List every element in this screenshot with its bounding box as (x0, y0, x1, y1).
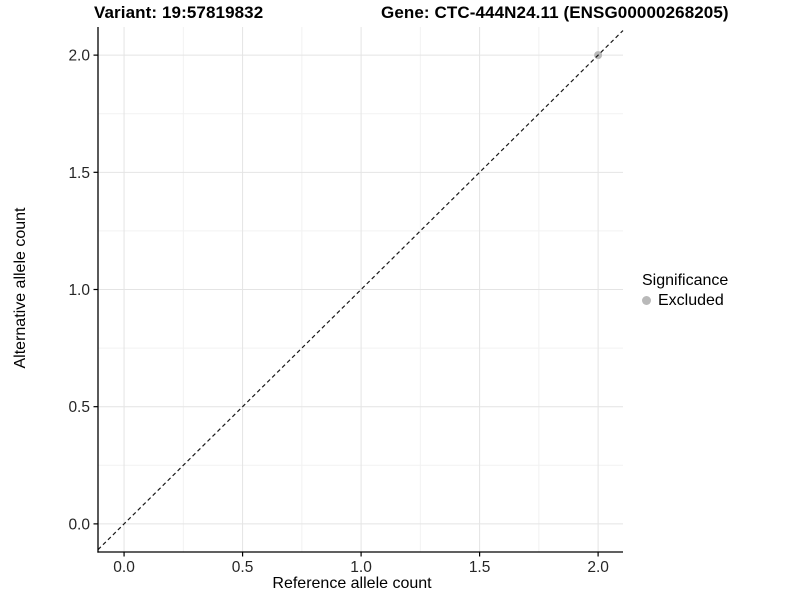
y-tick-label: 1.5 (68, 165, 90, 182)
y-tick-label: 0.0 (68, 516, 90, 533)
x-tick-label: 1.5 (469, 559, 491, 576)
variant-title: Variant: 19:57819832 (94, 3, 264, 22)
legend-point-swatch (642, 296, 651, 305)
identity-line (97, 30, 624, 551)
legend-entry-label: Excluded (658, 292, 724, 309)
x-axis-label: Reference allele count (272, 575, 432, 592)
x-tick-label: 1.0 (350, 559, 372, 576)
x-tick-label: 0.5 (232, 559, 254, 576)
gene-title: Gene: CTC-444N24.11 (ENSG00000268205) (381, 3, 729, 22)
y-axis-label: Alternative allele count (12, 207, 29, 369)
legend: Significance Excluded (640, 271, 728, 310)
legend-entry: Excluded (640, 291, 728, 310)
y-tick-label: 2.0 (68, 48, 90, 65)
x-tick-label: 2.0 (587, 559, 609, 576)
y-tick-label: 1.0 (68, 282, 90, 299)
x-tick-label: 0.0 (113, 559, 135, 576)
legend-title: Significance (642, 272, 729, 289)
y-tick-label: 0.5 (68, 399, 90, 416)
